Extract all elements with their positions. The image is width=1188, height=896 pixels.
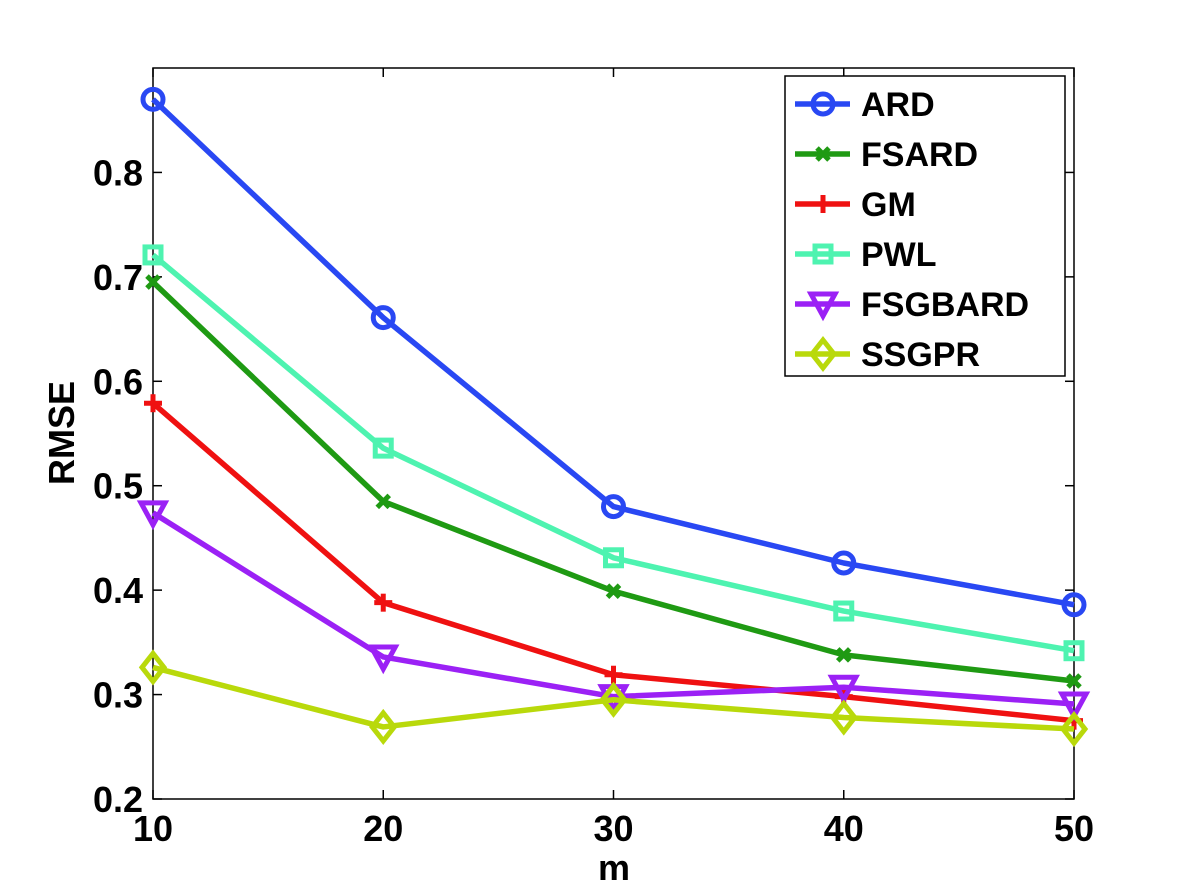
data-point-fsgbard (367, 644, 400, 675)
legend-item-fsgbard: FSGBARD (795, 286, 1029, 324)
legend-marker-fsgbard (806, 291, 840, 322)
series-ard (140, 86, 1087, 618)
series-line-ssgpr (152, 664, 1075, 732)
series-pwl (142, 244, 1085, 662)
data-point-ard (1061, 592, 1087, 618)
data-point-fsard (145, 274, 161, 290)
data-point-fsard-stroke (1066, 673, 1082, 689)
y-tick-label: 0.7 (93, 257, 143, 298)
y-tick-label: 0.2 (93, 779, 143, 820)
legend-marker-ard (810, 91, 836, 117)
data-point-pwl (142, 244, 164, 266)
data-point-fsgbard (136, 500, 170, 531)
data-point-ssgpr (599, 681, 628, 718)
legend-item-fsard: FSARD (795, 136, 978, 174)
data-point-fsgbard (1057, 691, 1091, 722)
x-tick-label: 10 (133, 808, 173, 849)
data-point-fsard-stroke (605, 583, 622, 599)
data-point-fsard (835, 647, 852, 663)
series-line-ard (151, 97, 1075, 608)
legend-marker-gm (814, 195, 832, 213)
series-ssgpr (138, 649, 1089, 748)
legend-item-ssgpr: SSGPR (795, 335, 980, 374)
data-point-ssgpr (138, 649, 168, 686)
data-point-ard (140, 86, 166, 112)
series-line-fsgbard (151, 510, 1075, 707)
legend-label-fsgbard: FSGBARD (861, 286, 1029, 324)
legend-item-ard: ARD (795, 86, 935, 124)
legend-box (784, 75, 1066, 377)
data-point-ssgpr (829, 699, 858, 736)
legend-label-fsard: FSARD (861, 136, 978, 174)
data-point-fsgbard (827, 674, 860, 705)
y-axis-title: RMSE (41, 381, 82, 485)
data-point-fsard (375, 493, 392, 510)
data-point-fsard-stroke (375, 493, 392, 510)
y-tick-label: 0.8 (93, 152, 143, 193)
data-point-fsard-stroke (835, 647, 852, 663)
tick-labels: 10 20 30 40 50 0.2 0.3 0.4 0.5 0.6 0.7 0.8 (93, 152, 1094, 849)
legend-marker-fsard (815, 146, 831, 162)
data-point-fsard-stroke (145, 274, 161, 290)
legend: ARD FSARD GM PWL FSGBARD SSGPR (784, 75, 1066, 377)
data-point-fsard (1066, 673, 1082, 689)
series-fsard (145, 274, 1082, 689)
data-point-pwl (372, 437, 394, 459)
legend-marker-ssgpr (808, 335, 838, 373)
data-point-gm (374, 593, 393, 612)
data-point-ard (831, 550, 857, 576)
series-layer (136, 86, 1091, 748)
legend-items: ARD FSARD GM PWL FSGBARD SSGPR (795, 86, 1029, 374)
x-tick-label: 20 (363, 808, 403, 849)
data-point-ssgpr (1059, 710, 1089, 748)
x-axis-title: m (598, 847, 630, 888)
data-point-pwl (603, 547, 624, 569)
x-tick-label: 50 (1054, 808, 1094, 849)
legend-item-pwl: PWL (795, 236, 937, 274)
x-tick-label: 40 (824, 808, 864, 849)
data-point-pwl (1063, 640, 1085, 662)
data-point-pwl (833, 600, 855, 622)
legend-label-pwl: PWL (861, 236, 937, 274)
data-point-ssgpr (369, 708, 398, 745)
data-point-ard (601, 494, 626, 520)
data-point-gm (604, 665, 623, 684)
data-point-ard (370, 305, 396, 331)
legend-label-ssgpr: SSGPR (861, 336, 980, 374)
legend-label-gm: GM (861, 186, 916, 224)
x-tick-label: 30 (593, 808, 633, 849)
series-line-pwl (151, 252, 1075, 654)
legend-marker-fsard-stroke (815, 146, 831, 162)
data-point-gm (144, 394, 162, 413)
legend-item-gm: GM (795, 186, 916, 224)
legend-marker-pwl (812, 243, 834, 265)
legend-label-ard: ARD (861, 86, 935, 124)
y-tick-label: 0.3 (93, 675, 143, 716)
data-point-fsard (605, 583, 622, 599)
y-tick-label: 0.5 (93, 466, 143, 507)
y-tick-label: 0.4 (93, 570, 143, 611)
y-tick-label: 0.6 (93, 361, 143, 402)
series-gm (144, 394, 1083, 730)
